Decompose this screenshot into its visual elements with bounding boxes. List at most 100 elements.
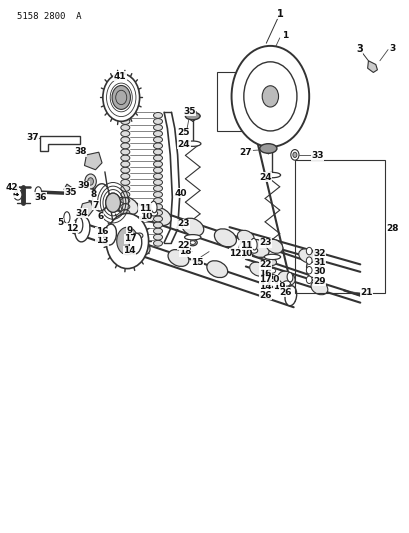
Ellipse shape (264, 254, 280, 260)
Bar (294, 160, 384, 293)
Ellipse shape (121, 216, 130, 222)
Text: 37: 37 (26, 133, 39, 142)
Text: 10: 10 (239, 249, 252, 259)
Ellipse shape (153, 185, 162, 191)
Ellipse shape (250, 238, 256, 250)
Circle shape (88, 177, 93, 185)
Ellipse shape (121, 185, 130, 191)
Text: 4: 4 (13, 189, 19, 198)
Ellipse shape (184, 235, 200, 240)
Circle shape (262, 86, 278, 107)
Polygon shape (367, 61, 377, 72)
Text: 41: 41 (113, 71, 126, 80)
Ellipse shape (238, 242, 246, 258)
Text: 35: 35 (65, 188, 77, 197)
Ellipse shape (181, 218, 203, 236)
Text: 31: 31 (312, 258, 325, 266)
Text: 23: 23 (177, 220, 189, 229)
Ellipse shape (153, 192, 162, 197)
Ellipse shape (190, 241, 195, 245)
Text: 32: 32 (312, 249, 325, 258)
Ellipse shape (247, 239, 268, 257)
Text: 6: 6 (97, 212, 103, 221)
Ellipse shape (153, 167, 162, 173)
Text: 34: 34 (75, 209, 88, 218)
Ellipse shape (121, 180, 130, 185)
Text: 23: 23 (258, 238, 271, 247)
Text: 13: 13 (96, 237, 108, 246)
Text: 27: 27 (239, 148, 252, 157)
Text: 14: 14 (123, 246, 135, 255)
Ellipse shape (75, 217, 83, 233)
Ellipse shape (250, 248, 257, 253)
Ellipse shape (153, 198, 162, 204)
Text: 15: 15 (191, 258, 203, 266)
Text: 12: 12 (66, 224, 78, 233)
Circle shape (14, 189, 22, 200)
Ellipse shape (267, 275, 276, 281)
Ellipse shape (121, 125, 130, 131)
Text: 17: 17 (124, 235, 137, 244)
Ellipse shape (286, 272, 292, 282)
Text: 25: 25 (177, 128, 189, 137)
Text: 9: 9 (126, 226, 132, 235)
Text: 33: 33 (311, 151, 323, 160)
Ellipse shape (153, 155, 162, 161)
Ellipse shape (121, 167, 130, 173)
Ellipse shape (121, 210, 130, 216)
Ellipse shape (153, 173, 162, 179)
Circle shape (112, 85, 130, 109)
Ellipse shape (306, 255, 319, 278)
Text: 22: 22 (177, 241, 189, 250)
Circle shape (85, 174, 96, 189)
Ellipse shape (153, 180, 162, 185)
Ellipse shape (188, 239, 197, 246)
Text: 42: 42 (6, 183, 18, 192)
Text: 18: 18 (179, 247, 191, 256)
Ellipse shape (237, 230, 254, 244)
Polygon shape (84, 152, 102, 169)
Ellipse shape (121, 143, 130, 149)
Text: 26: 26 (279, 287, 292, 296)
Polygon shape (64, 184, 72, 193)
Text: 11: 11 (138, 204, 151, 213)
Text: 3: 3 (389, 44, 395, 53)
Text: 35: 35 (183, 107, 195, 116)
Text: 20: 20 (267, 275, 279, 284)
Text: 40: 40 (174, 189, 186, 198)
Bar (217, 72, 288, 131)
Ellipse shape (35, 187, 41, 197)
Circle shape (103, 74, 139, 122)
Polygon shape (39, 136, 80, 151)
Ellipse shape (153, 222, 162, 228)
Text: 19: 19 (272, 282, 285, 291)
Text: 7: 7 (92, 201, 99, 210)
Ellipse shape (206, 261, 227, 278)
Ellipse shape (121, 198, 130, 204)
Ellipse shape (264, 172, 280, 177)
Ellipse shape (121, 228, 130, 234)
Ellipse shape (310, 281, 327, 295)
Ellipse shape (265, 239, 282, 253)
Text: 24: 24 (177, 140, 190, 149)
Ellipse shape (116, 197, 138, 215)
Text: 39: 39 (77, 181, 89, 190)
Text: 5158 2800  A: 5158 2800 A (17, 12, 81, 21)
Circle shape (306, 247, 311, 255)
Ellipse shape (153, 161, 162, 167)
Text: 3: 3 (355, 44, 362, 54)
Ellipse shape (121, 118, 130, 124)
Ellipse shape (249, 262, 266, 276)
Ellipse shape (153, 216, 162, 222)
Text: 16: 16 (258, 269, 271, 278)
Circle shape (106, 193, 120, 212)
Ellipse shape (184, 141, 200, 147)
Text: 14: 14 (258, 282, 271, 291)
Ellipse shape (153, 204, 162, 209)
Ellipse shape (104, 224, 116, 245)
Ellipse shape (121, 222, 130, 228)
Ellipse shape (121, 137, 130, 143)
Ellipse shape (278, 271, 294, 285)
Circle shape (231, 46, 308, 147)
Ellipse shape (153, 228, 162, 234)
